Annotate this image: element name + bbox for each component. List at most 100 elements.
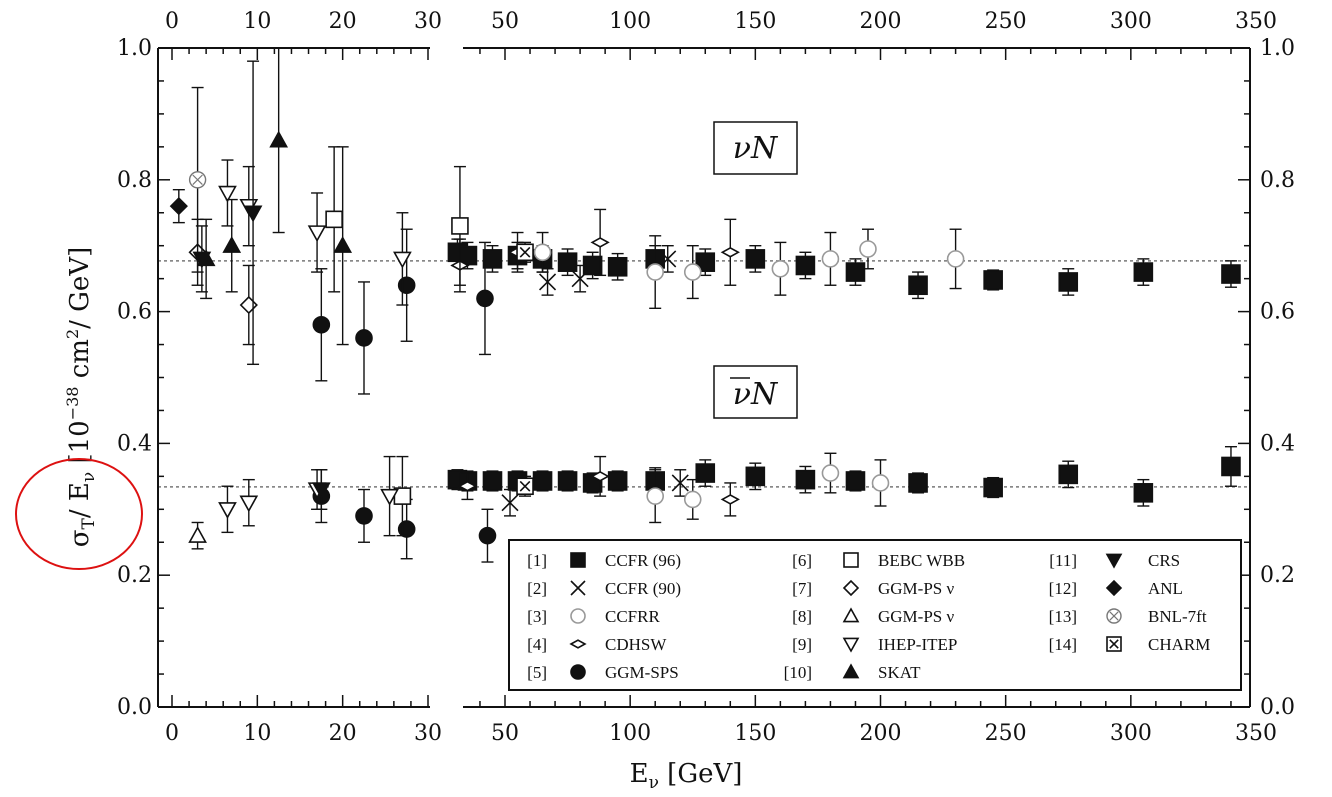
data-point-open-circle — [871, 459, 890, 507]
data-point-filled-diamond — [169, 188, 188, 224]
legend-entry-13: [13] BNL-7ft — [1049, 607, 1207, 626]
x-tick-label-bottom: 250 — [985, 721, 1027, 746]
antinu-n-label: νN — [733, 377, 779, 412]
legend-entry-12: [12] ANL — [1049, 579, 1183, 598]
legend-entry-label: GGM-PS ν — [878, 607, 954, 626]
legend-marker-filled-triangle-down — [1105, 553, 1123, 569]
data-point-filled-square — [795, 251, 816, 280]
y-tick-label-right: 1.0 — [1260, 36, 1295, 61]
legend-entry-number: [13] — [1049, 607, 1077, 626]
data-point-filled-circle — [397, 498, 416, 560]
legend-entry-label: BEBC WBB — [878, 551, 965, 570]
x-tick-label-bottom: 20 — [329, 721, 357, 746]
data-point-filled-square — [482, 470, 503, 492]
x-tick-label-bottom: 300 — [1110, 721, 1152, 746]
x-axis-title: Eν [GeV] — [630, 759, 743, 793]
data-point-open-triangle-down — [218, 485, 237, 534]
y-tick-label-left: 0.6 — [117, 300, 152, 325]
data-point-filled-square — [795, 465, 816, 494]
data-point-open-circle — [946, 228, 965, 290]
data-point-filled-square — [845, 470, 866, 492]
data-point-circle-x — [188, 86, 207, 273]
x-tick-label-bottom: 100 — [609, 721, 651, 746]
data-point-open-triangle — [188, 521, 207, 550]
x-tick-label-bottom: 30 — [414, 721, 442, 746]
y-tick-label-left: 0.8 — [117, 168, 152, 193]
data-point-filled-circle — [355, 281, 373, 395]
x-tick-label-bottom: 10 — [243, 721, 271, 746]
x-tick-label-top: 200 — [860, 9, 902, 34]
data-point-open-triangle-down — [307, 192, 327, 273]
legend-entry-14: [14] CHARM — [1049, 635, 1211, 654]
data-point-open-triangle-down — [380, 455, 399, 537]
data-point-square-x — [516, 475, 534, 497]
data-point-square-x — [516, 241, 534, 263]
data-point-open-circle — [646, 469, 665, 524]
legend-entry-5: [5] GGM-SPS — [527, 663, 679, 682]
data-point-filled-square — [557, 248, 578, 277]
legend-entry-2: [2] CCFR (90) — [527, 579, 681, 598]
data-point-filled-square — [1221, 260, 1241, 288]
data-points — [169, 47, 1241, 563]
data-point-filled-circle — [397, 228, 416, 342]
x-tick-label-bottom: 0 — [165, 721, 179, 746]
data-point-filled-square — [745, 244, 766, 273]
y-tick-label-left: 1.0 — [117, 36, 152, 61]
data-point-filled-square — [1133, 258, 1154, 286]
legend-marker-open-circle — [570, 608, 586, 624]
x-tick-label-top: 20 — [329, 9, 357, 34]
legend-entry-number: [10] — [784, 663, 812, 682]
data-point-filled-square — [983, 269, 1003, 291]
data-point-open-diamond — [239, 264, 258, 346]
legend-entry-number: [8] — [792, 607, 812, 626]
legend-entry-number: [5] — [527, 663, 547, 682]
data-point-filled-square — [607, 252, 628, 281]
data-point-filled-triangle-down — [192, 225, 212, 293]
data-point-open-triangle-down — [218, 159, 237, 227]
legend-entry-label: CDHSW — [605, 635, 667, 654]
tick-labels: 0.0 0.0 0.2 0.2 0.4 0.4 0.6 0.6 0.8 0.8 1.0 1.0 0 0 10… — [117, 9, 1295, 746]
x-tick-label-bottom: 350 — [1235, 721, 1277, 746]
y-tick-label-right: 0.2 — [1260, 563, 1295, 588]
y-tick-label-right: 0.0 — [1260, 695, 1295, 720]
x-tick-label-bottom: 50 — [491, 721, 519, 746]
data-point-small-diamond — [720, 218, 740, 286]
legend-marker-filled-triangle — [842, 663, 860, 679]
x-tick-label-top: 0 — [165, 9, 179, 34]
data-point-open-circle — [821, 452, 840, 494]
legend-entry-label: CCFR (96) — [605, 551, 681, 570]
legend-entry-label: SKAT — [878, 663, 921, 682]
legend: [1] CCFR (96) [2] CCFR (90) [3] CCFRR [4] CDHSW… — [508, 539, 1242, 691]
legend-entry-number: [4] — [527, 635, 547, 654]
data-point-filled-square — [1058, 460, 1079, 489]
data-point-filled-triangle-down — [243, 60, 263, 366]
legend-entry-6: [6] BEBC WBB — [792, 551, 965, 570]
data-point-filled-square — [695, 459, 716, 487]
data-point-filled-square — [1058, 268, 1079, 296]
data-point-open-circle — [646, 235, 665, 310]
x-tick-label-top: 300 — [1110, 9, 1152, 34]
data-point-open-square — [325, 146, 343, 293]
data-point-filled-square — [908, 271, 928, 300]
axis-ticks — [158, 47, 1250, 708]
legend-marker-small-diamond — [569, 639, 587, 649]
data-point-cross — [538, 268, 557, 296]
legend-marker-filled-circle — [570, 664, 586, 680]
legend-entry-label: CRS — [1148, 551, 1180, 570]
data-point-filled-square — [695, 248, 716, 277]
data-point-filled-square — [557, 470, 578, 492]
legend-entry-label: CHARM — [1148, 635, 1210, 654]
y-tick-label-right: 0.8 — [1260, 168, 1295, 193]
data-point-filled-square — [745, 462, 766, 491]
legend-marker-circle-x — [1106, 608, 1122, 624]
legend-marker-open-square — [843, 552, 859, 568]
data-point-open-circle — [771, 241, 790, 296]
legend-entry-label: CCFR (90) — [605, 579, 681, 598]
legend-entry-7: [7] GGM-PS ν — [792, 579, 954, 598]
data-point-open-circle — [533, 231, 552, 273]
legend-marker-open-triangle-down — [842, 637, 860, 653]
y-tick-label-left: 0.4 — [117, 431, 152, 456]
legend-entry-1: [1] CCFR (96) — [527, 551, 681, 570]
legend-entry-label: GGM-PS ν — [878, 579, 954, 598]
legend-entry-number: [11] — [1049, 551, 1077, 570]
